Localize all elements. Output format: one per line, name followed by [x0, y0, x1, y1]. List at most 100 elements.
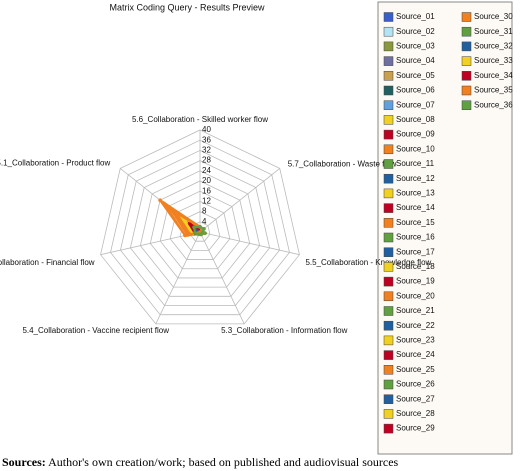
- legend-label: Source_02: [396, 27, 435, 36]
- r-tick-label: 16: [202, 186, 211, 195]
- legend-label: Source_14: [396, 203, 435, 212]
- grid-ring: [120, 149, 280, 306]
- r-tick-label: 28: [202, 156, 211, 165]
- axis-spoke: [199, 231, 245, 325]
- legend-swatch: [461, 26, 472, 37]
- legend-swatch: [461, 56, 472, 66]
- legend-swatch: [383, 320, 394, 331]
- grid-ring: [100, 129, 300, 325]
- legend-label: Source_19: [396, 277, 435, 286]
- legend-label: Source_30: [474, 12, 513, 21]
- series-point: [158, 198, 162, 203]
- legend-label: Source_03: [396, 42, 435, 51]
- legend-swatch: [461, 12, 472, 22]
- legend-swatch: [383, 335, 394, 346]
- legend-label: Source_12: [396, 174, 435, 183]
- series-point: [162, 201, 166, 206]
- legend-swatch: [461, 41, 472, 52]
- grid-ring: [110, 139, 290, 316]
- legend-swatch: [383, 100, 394, 110]
- legend-label: Source_25: [396, 365, 435, 374]
- axis-label: 5.1_Collaboration - Product flow: [0, 159, 110, 168]
- legend-swatch: [383, 26, 394, 37]
- legend-label: Source_17: [396, 247, 435, 256]
- legend-label: Source_04: [396, 56, 435, 65]
- legend-swatch: [383, 247, 394, 257]
- legend-swatch: [383, 188, 394, 199]
- axis-label: 5.7_Collaboration - Waste flow: [288, 160, 397, 169]
- footer-label: Sources:: [2, 455, 46, 469]
- chart: Matrix Coding Query - Results Preview 48…: [0, 1, 513, 455]
- legend-label: Source_06: [396, 86, 435, 95]
- legend-label: Source_08: [396, 115, 435, 124]
- legend-swatch: [383, 203, 394, 213]
- axis-label: 5.3_Collaboration - Information flow: [221, 326, 348, 335]
- series-point: [193, 231, 197, 235]
- grid-ring: [149, 180, 251, 279]
- legend-label: Source_10: [396, 144, 435, 153]
- legend-label: Source_05: [396, 71, 435, 80]
- legend-label: Source_16: [396, 233, 435, 242]
- legend-label: Source_32: [474, 42, 513, 51]
- legend-label: Source_29: [396, 424, 435, 433]
- legend-swatch: [383, 306, 394, 316]
- legend-label: Source_07: [396, 100, 435, 109]
- legend-swatch: [383, 276, 394, 287]
- legend-label: Source_13: [396, 189, 435, 198]
- r-tick-label: 32: [202, 146, 211, 155]
- legend-swatch: [383, 232, 394, 243]
- r-tick-label: 20: [202, 176, 211, 185]
- r-tick-label: 12: [202, 197, 211, 206]
- r-tick-label: 4: [202, 217, 207, 226]
- legend-label: Source_27: [396, 394, 435, 403]
- series-point: [202, 227, 206, 231]
- legend-swatch: [461, 100, 472, 110]
- axis-spoke: [155, 231, 201, 325]
- axis-label: 5.2_Collaboration - Financial flow: [0, 258, 95, 267]
- legend-label: Source_18: [396, 262, 435, 271]
- legend-swatch: [383, 379, 394, 390]
- footer-text: Author's own creation/work; based on pub…: [48, 455, 399, 469]
- legend-label: Source_01: [396, 12, 435, 21]
- grid-ring: [129, 160, 271, 297]
- axis-spoke: [199, 231, 300, 256]
- legend-swatch: [383, 394, 394, 404]
- legend-label: Source_35: [474, 86, 513, 95]
- legend-swatch: [383, 85, 394, 96]
- series-point: [192, 225, 196, 230]
- legend-box: [377, 1, 513, 455]
- legend-swatch: [383, 71, 394, 81]
- legend-swatch: [383, 12, 394, 22]
- legend-swatch: [383, 365, 394, 375]
- legend-swatch: [383, 409, 394, 419]
- legend-swatch: [383, 159, 394, 169]
- legend-label: Source_33: [474, 56, 513, 65]
- legend-label: Source_28: [396, 409, 435, 418]
- axis-label: 5.5_Collaboration - Knowledge flow: [305, 258, 431, 267]
- legend-label: Source_15: [396, 218, 435, 227]
- chart-title: Matrix Coding Query - Results Preview: [109, 2, 265, 12]
- axis-label: 5.4_Collaboration - Vaccine recipient fl…: [22, 326, 169, 335]
- r-tick-label: 8: [202, 207, 207, 216]
- axis-spoke: [199, 168, 280, 233]
- legend-label: Source_21: [396, 306, 435, 315]
- legend-label: Source_20: [396, 291, 435, 300]
- legend-label: Source_26: [396, 380, 435, 389]
- series-point: [197, 232, 201, 237]
- legend-swatch: [461, 71, 472, 81]
- legend-label: Source_09: [396, 130, 435, 139]
- legend-label: Source_31: [474, 27, 513, 36]
- r-tick-label: 40: [202, 125, 211, 134]
- series-point: [183, 233, 187, 238]
- legend-swatch: [383, 56, 394, 66]
- legend-label: Source_36: [474, 100, 513, 109]
- legend-swatch: [383, 173, 394, 184]
- grid-ring: [139, 170, 261, 288]
- series-point: [174, 211, 178, 215]
- legend-label: Source_34: [474, 71, 513, 80]
- series-point: [188, 222, 192, 226]
- legend-swatch: [383, 41, 394, 52]
- legend-swatch: [383, 350, 394, 360]
- legend-label: Source_24: [396, 350, 435, 359]
